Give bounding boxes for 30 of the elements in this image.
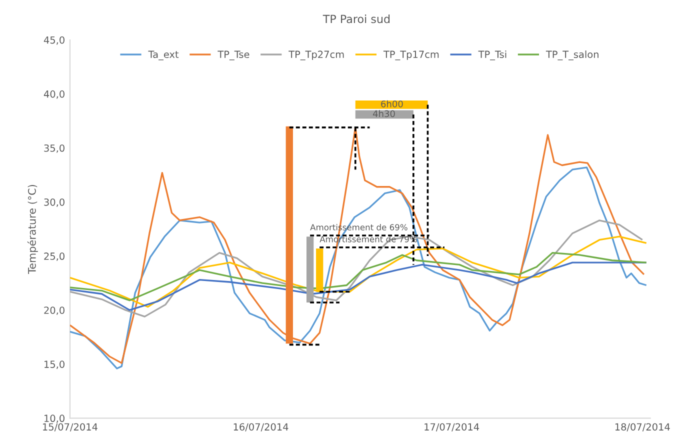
chart-title: TP Paroi sud: [322, 14, 390, 24]
legend-label: TP_Tp17cm: [383, 50, 439, 60]
y-tick-label: 15,0: [44, 360, 64, 369]
line-series: [70, 236, 648, 308]
x-tick-label: 17/07/2014: [424, 423, 480, 432]
legend-label: Ta_ext: [148, 50, 179, 60]
x-tick-label: 15/07/2014: [43, 423, 98, 432]
y-tick-label: 30,0: [44, 198, 64, 207]
y-tick-label: 10,0: [44, 414, 64, 424]
x-tick-label: 18/07/2014: [615, 423, 670, 432]
annotation: 4h30: [372, 110, 395, 118]
legend-label: TP_Tse: [218, 50, 250, 60]
y-tick-label: 40,0: [44, 90, 64, 99]
line-series: [70, 252, 648, 302]
line-series: [70, 166, 648, 370]
y-tick-label: 20,0: [44, 306, 64, 315]
y-tick-label: 25,0: [44, 252, 64, 261]
y-tick-label: 35,0: [44, 144, 64, 153]
bar: [316, 248, 324, 292]
bar: [306, 236, 314, 303]
x-tick-label: 16/07/2014: [234, 423, 288, 432]
annotation: 6h00: [381, 100, 403, 108]
line-series: [70, 262, 648, 311]
legend-label: TP_Tsi: [478, 50, 506, 60]
y-tick-label: 45,0: [44, 36, 64, 45]
line-series: [70, 126, 645, 364]
legend-label: TP_T_salon: [546, 50, 598, 60]
y-axis-title: Température (°C): [27, 184, 38, 274]
line-series: [70, 220, 644, 318]
legend-label: TP_Tp27cm: [288, 50, 344, 60]
